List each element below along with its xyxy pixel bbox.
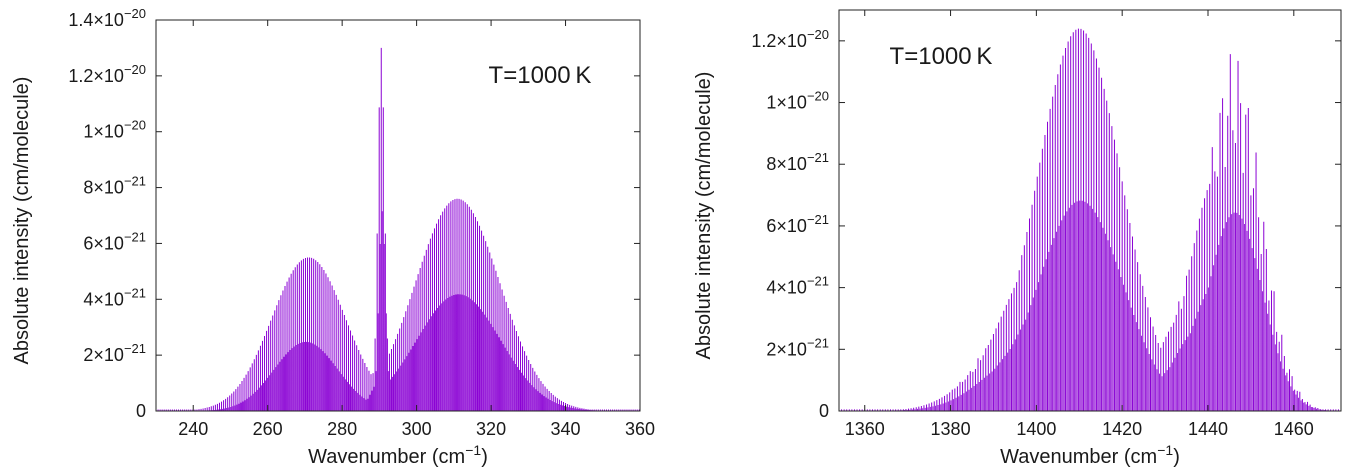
y-tick-label: 0 (136, 401, 146, 421)
y-tick-label: 2×10−21 (766, 335, 829, 359)
spectrum-lines (156, 47, 640, 411)
x-tick-label: 240 (178, 419, 208, 439)
x-axis-label: Wavenumber (cm−1) (1000, 442, 1180, 468)
x-tick-label: 360 (625, 419, 655, 439)
temperature-annotation: T=1000 K (489, 62, 592, 89)
x-tick-label: 300 (402, 419, 432, 439)
x-tick-label: 1380 (931, 419, 971, 439)
y-axis-label: Absolute intensity (cm/molecule) (11, 77, 33, 365)
y-axis-label: Absolute intensity (cm/molecule) (693, 72, 715, 360)
spectrum-sticks (839, 28, 1341, 411)
y-tick-label: 8×10−21 (83, 174, 146, 198)
x-tick-label: 260 (253, 419, 283, 439)
x-tick-label: 1420 (1102, 419, 1142, 439)
x-tick-label: 1440 (1188, 419, 1228, 439)
x-tick-label: 340 (551, 419, 581, 439)
x-tick-label: 320 (476, 419, 506, 439)
plot-frame (838, 9, 1342, 412)
y-tick-label: 6×10−21 (766, 212, 829, 236)
y-tick-label: 1×10−20 (83, 118, 146, 142)
y-tick-label: 4×10−21 (766, 274, 829, 298)
y-tick-label: 2×10−21 (83, 341, 146, 365)
y-tick-label: 4×10−21 (83, 285, 146, 309)
x-tick-label: 1460 (1274, 419, 1314, 439)
spectrum-lines (839, 28, 1341, 411)
y-tick-label: 0 (819, 401, 829, 421)
y-tick-label: 1.2×10−20 (751, 27, 829, 51)
y-tick-label: 1.4×10−20 (68, 6, 146, 30)
x-tick-label: 280 (327, 419, 357, 439)
y-tick-label: 8×10−21 (766, 150, 829, 174)
y-tick-label: 1.2×10−20 (68, 62, 146, 86)
spectrum-sticks (156, 47, 640, 411)
temperature-annotation: T=1000 K (890, 43, 993, 70)
y-tick-label: 6×10−21 (83, 229, 146, 253)
plot-frame (155, 19, 641, 412)
x-axis-label: Wavenumber (cm−1) (308, 442, 488, 468)
x-tick-label: 1360 (845, 419, 885, 439)
y-tick-label: 1×10−20 (766, 89, 829, 113)
x-tick-label: 1400 (1016, 419, 1056, 439)
